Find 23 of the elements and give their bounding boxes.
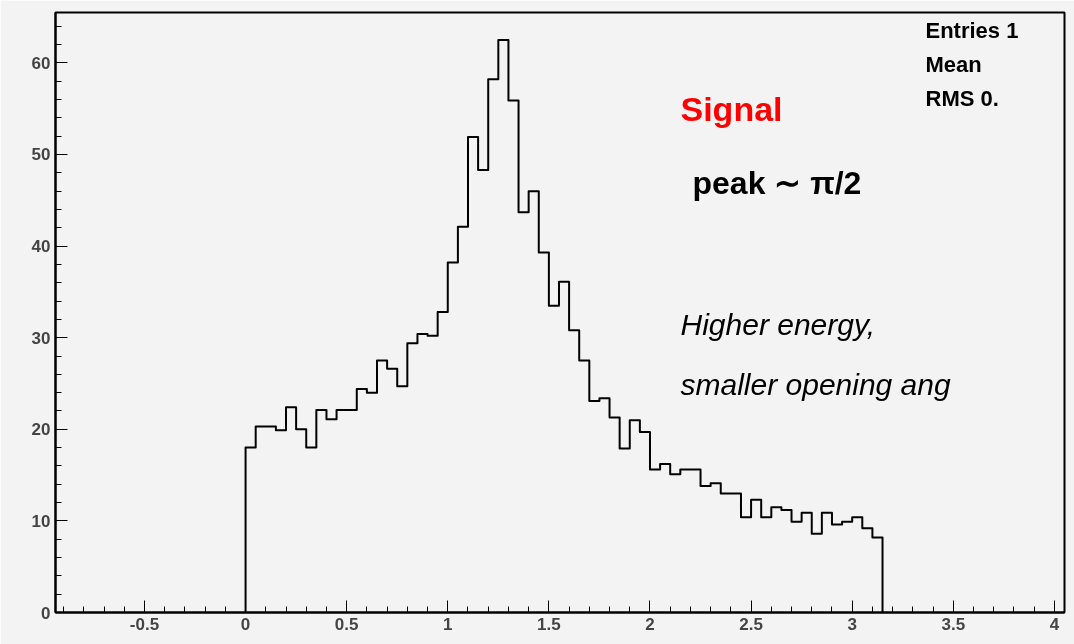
- y-tick-label: 60: [31, 53, 51, 73]
- x-tick-label: 3.5: [941, 614, 966, 634]
- annotation: Mean: [925, 51, 982, 77]
- x-tick-label: 1: [443, 614, 453, 634]
- annotation: Signal: [680, 89, 783, 128]
- annotation: RMS 0.: [925, 85, 999, 111]
- y-tick-label: 10: [31, 511, 51, 531]
- annotation: peak ∼ π/2: [692, 164, 862, 201]
- x-tick-label: 2: [645, 614, 655, 634]
- x-tick-label: 2.5: [739, 614, 763, 634]
- y-tick-label: 50: [31, 145, 51, 165]
- annotation: Higher energy,: [680, 307, 876, 341]
- annotation: Entries 1: [925, 17, 1019, 43]
- x-tick-label: -0.5: [129, 614, 160, 634]
- x-tick-label: 0: [240, 614, 251, 634]
- x-tick-label: 3: [847, 614, 857, 634]
- x-tick-label: 1.5: [537, 614, 561, 634]
- x-tick-label: 0.5: [334, 614, 359, 634]
- annotation: smaller opening ang: [680, 367, 951, 401]
- y-tick-label: 20: [31, 420, 51, 440]
- y-tick-label: 30: [31, 328, 51, 348]
- y-tick-label: 40: [31, 237, 51, 257]
- x-tick-label: 4: [1049, 614, 1060, 634]
